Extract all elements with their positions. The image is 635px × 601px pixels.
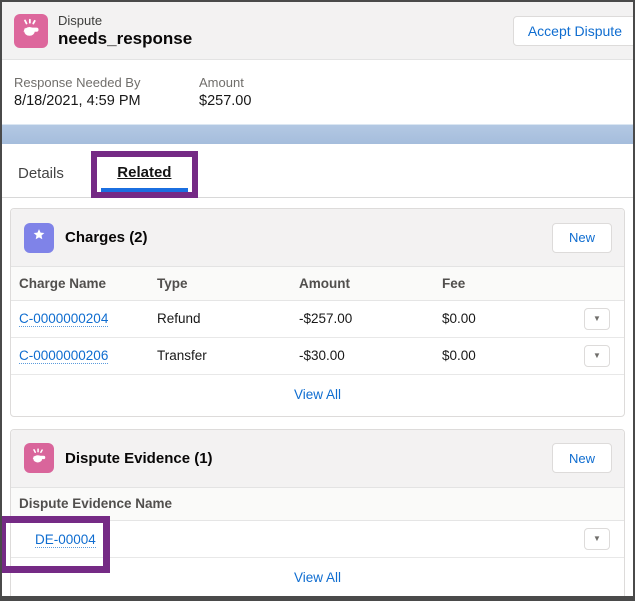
charges-view-all-link[interactable]: View All xyxy=(293,386,342,402)
charge-row: C-0000000206 Transfer -$30.00 $0.00 ▼ xyxy=(11,337,624,375)
charges-table: Charge Name Type Amount Fee C-0000000204… xyxy=(11,267,624,375)
column-header-charge-name[interactable]: Charge Name xyxy=(11,267,153,301)
field-response-needed-by: Response Needed By 8/18/2021, 4:59 PM xyxy=(14,74,199,116)
evidence-new-button[interactable]: New xyxy=(551,443,612,473)
field-label: Response Needed By xyxy=(14,75,141,90)
accept-dispute-button[interactable]: Accept Dispute xyxy=(512,15,633,46)
charges-table-header-row: Charge Name Type Amount Fee xyxy=(11,267,624,301)
dispute-object-icon xyxy=(14,13,48,48)
charge-type: Transfer xyxy=(153,337,295,375)
column-header-actions xyxy=(564,487,624,521)
chevron-down-icon: ▼ xyxy=(593,534,601,543)
charges-card-title[interactable]: Charges (2) xyxy=(65,229,148,246)
evidence-table: Dispute Evidence Name DE-00004 ▼ xyxy=(2,487,624,573)
tab-details[interactable]: Details xyxy=(18,165,64,182)
charges-object-icon xyxy=(24,222,54,253)
evidence-card-header: Dispute Evidence (1) New xyxy=(11,429,624,488)
record-body: Details Related Charges (2) New xyxy=(2,144,633,596)
hand-sparkle-icon xyxy=(29,446,49,471)
field-label: Amount xyxy=(199,75,244,90)
column-header-amount[interactable]: Amount xyxy=(295,267,438,301)
entity-label: Dispute xyxy=(58,12,103,28)
charges-card-header: Charges (2) New xyxy=(11,209,624,267)
record-name: needs_response xyxy=(58,28,193,48)
chevron-down-icon: ▼ xyxy=(593,350,601,360)
column-header-actions xyxy=(564,267,624,301)
row-actions-button[interactable]: ▼ xyxy=(584,344,610,367)
tab-related[interactable]: Related xyxy=(117,164,172,181)
charge-link[interactable]: C-0000000206 xyxy=(19,348,109,364)
evidence-card-title[interactable]: Dispute Evidence (1) xyxy=(65,449,213,467)
charge-amount: -$30.00 xyxy=(295,337,438,375)
row-actions-button[interactable]: ▼ xyxy=(584,307,610,330)
tab-bar: Details Related xyxy=(2,144,633,198)
column-header-evidence-name[interactable]: Dispute Evidence Name xyxy=(11,487,564,521)
highlight-fields: Response Needed By 8/18/2021, 4:59 PM Am… xyxy=(2,60,633,124)
hand-sparkle-icon xyxy=(19,16,43,45)
column-header-type[interactable]: Type xyxy=(153,267,295,301)
column-header-fee[interactable]: Fee xyxy=(438,267,564,301)
chevron-down-icon: ▼ xyxy=(593,313,601,323)
field-value: 8/18/2021, 4:59 PM xyxy=(14,93,141,109)
record-header: Dispute needs_response Accept Dispute xyxy=(2,2,633,60)
record-titles: Dispute needs_response xyxy=(58,13,192,49)
related-tab-annotation-box: Related xyxy=(90,151,198,198)
charges-related-list-card: Charges (2) New Charge Name Type Amount … xyxy=(10,208,625,417)
charges-view-all-row: View All xyxy=(11,375,624,416)
charge-fee: $0.00 xyxy=(438,300,564,338)
charge-amount: -$257.00 xyxy=(295,300,438,338)
star-icon xyxy=(29,225,49,250)
row-actions-button[interactable]: ▼ xyxy=(584,528,610,550)
dispute-evidence-object-icon xyxy=(24,443,54,473)
field-amount: Amount $257.00 xyxy=(199,74,251,116)
dispute-evidence-related-list-card: Dispute Evidence (1) New Dispute Evidenc… xyxy=(2,428,625,596)
page-background-strip xyxy=(2,124,633,144)
charge-row: C-0000000204 Refund -$257.00 $0.00 ▼ xyxy=(11,300,624,338)
charges-new-button[interactable]: New xyxy=(551,222,612,253)
evidence-row: DE-00004 ▼ xyxy=(2,516,624,573)
charge-type: Refund xyxy=(153,300,295,338)
active-tab-indicator xyxy=(100,188,188,192)
evidence-view-all-link[interactable]: View All xyxy=(293,570,342,585)
charge-fee: $0.00 xyxy=(438,337,564,375)
evidence-link[interactable]: DE-00004 xyxy=(35,531,96,548)
field-value: $257.00 xyxy=(199,93,252,109)
evidence-view-all-row: View All xyxy=(11,558,624,596)
evidence-table-header-row: Dispute Evidence Name xyxy=(11,487,624,521)
charge-link[interactable]: C-0000000204 xyxy=(19,311,109,327)
